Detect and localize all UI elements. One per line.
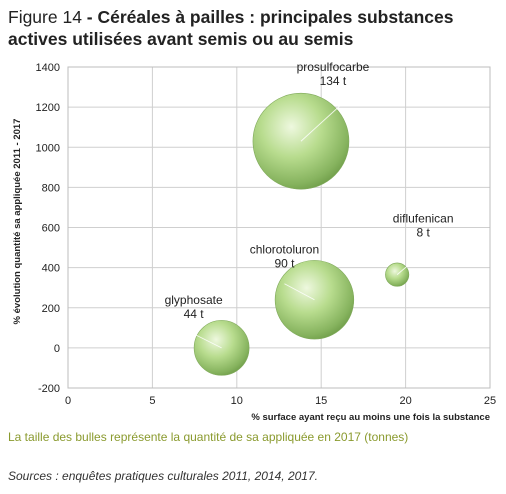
bubble-name-label: chlorotoluron	[250, 243, 319, 257]
x-axis-label: % surface ayant reçu au moins une fois l…	[251, 412, 490, 423]
bubble-name-label: glyphosate	[165, 293, 223, 307]
chart-title: Figure 14 - Céréales à pailles : princip…	[8, 6, 500, 50]
leader-line	[284, 283, 315, 301]
leader-line	[300, 100, 346, 142]
axes: -200 0 200 400 600 800 1000 1200 1400 0 5 10 15 20 25	[36, 62, 497, 407]
x-tick-label: 25	[484, 395, 496, 407]
y-tick-label: -200	[38, 383, 60, 395]
figure-number: Figure 14	[8, 7, 82, 27]
x-tick-label: 5	[149, 395, 155, 407]
title-text: Céréales à pailles : principales substan…	[8, 7, 454, 49]
leader-line	[193, 333, 222, 349]
bubble-name-label: diflufenican	[393, 212, 454, 226]
y-tick-label: 1200	[36, 102, 60, 114]
bubble-size-label: 134 t	[320, 74, 347, 88]
leader-line	[396, 252, 424, 275]
x-tick-label: 15	[315, 395, 327, 407]
y-tick-label: 400	[42, 263, 60, 275]
bubble-size-note: La taille des bulles représente la quant…	[8, 430, 409, 444]
y-tick-label: 200	[42, 303, 60, 315]
y-tick-label: 1400	[36, 62, 60, 74]
x-tick-label: 10	[231, 395, 243, 407]
bubble-name-label: prosulfocarbe	[297, 60, 370, 74]
sources-text: Sources : enquêtes pratiques culturales …	[8, 469, 318, 483]
grid	[67, 66, 491, 389]
y-tick-label: 0	[54, 343, 60, 355]
y-tick-label: 600	[42, 223, 60, 235]
x-tick-label: 0	[65, 395, 71, 407]
y-tick-label: 800	[42, 182, 60, 194]
plot-frame	[67, 66, 491, 389]
title-separator: -	[81, 7, 98, 27]
x-tick-label: 20	[399, 395, 411, 407]
bubble-size-label: 44 t	[184, 307, 205, 321]
bubble-size-label: 8 t	[416, 226, 430, 240]
y-tick-label: 1000	[36, 142, 60, 154]
bubble-size-label: 90 t	[274, 257, 295, 271]
bubbles	[193, 92, 410, 376]
y-axis-label: % évolution quantité sa appliquée 2011 -…	[12, 119, 23, 325]
